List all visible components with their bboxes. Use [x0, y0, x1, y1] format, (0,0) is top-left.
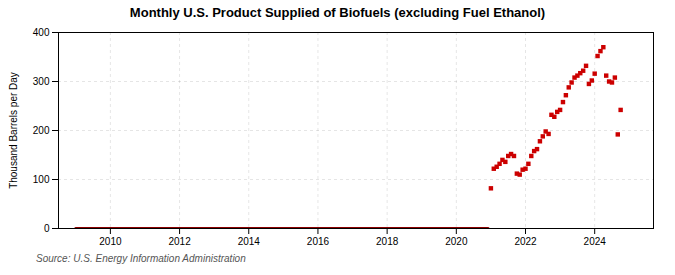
svg-text:2016: 2016 [307, 236, 330, 247]
svg-text:200: 200 [33, 125, 50, 136]
svg-text:100: 100 [33, 174, 50, 185]
svg-text:Thousand Barrels per Day: Thousand Barrels per Day [8, 72, 19, 189]
svg-text:2024: 2024 [584, 236, 607, 247]
svg-text:2014: 2014 [238, 236, 261, 247]
html-text:Monthly U.S. Product Supplied: Monthly U.S. Product Supplied of Biofuel… [129, 5, 546, 20]
svg-text:2018: 2018 [376, 236, 399, 247]
svg-text:300: 300 [33, 76, 50, 87]
html-text:Source: U.S. Energy Informatio: Source: U.S. Energy Information Administ… [36, 253, 246, 264]
svg-text:2010: 2010 [99, 236, 122, 247]
svg-text:0: 0 [44, 223, 50, 234]
svg-text:2012: 2012 [168, 236, 191, 247]
svg-text:2022: 2022 [514, 236, 537, 247]
svg-text:400: 400 [33, 27, 50, 38]
svg-text:2020: 2020 [445, 236, 468, 247]
